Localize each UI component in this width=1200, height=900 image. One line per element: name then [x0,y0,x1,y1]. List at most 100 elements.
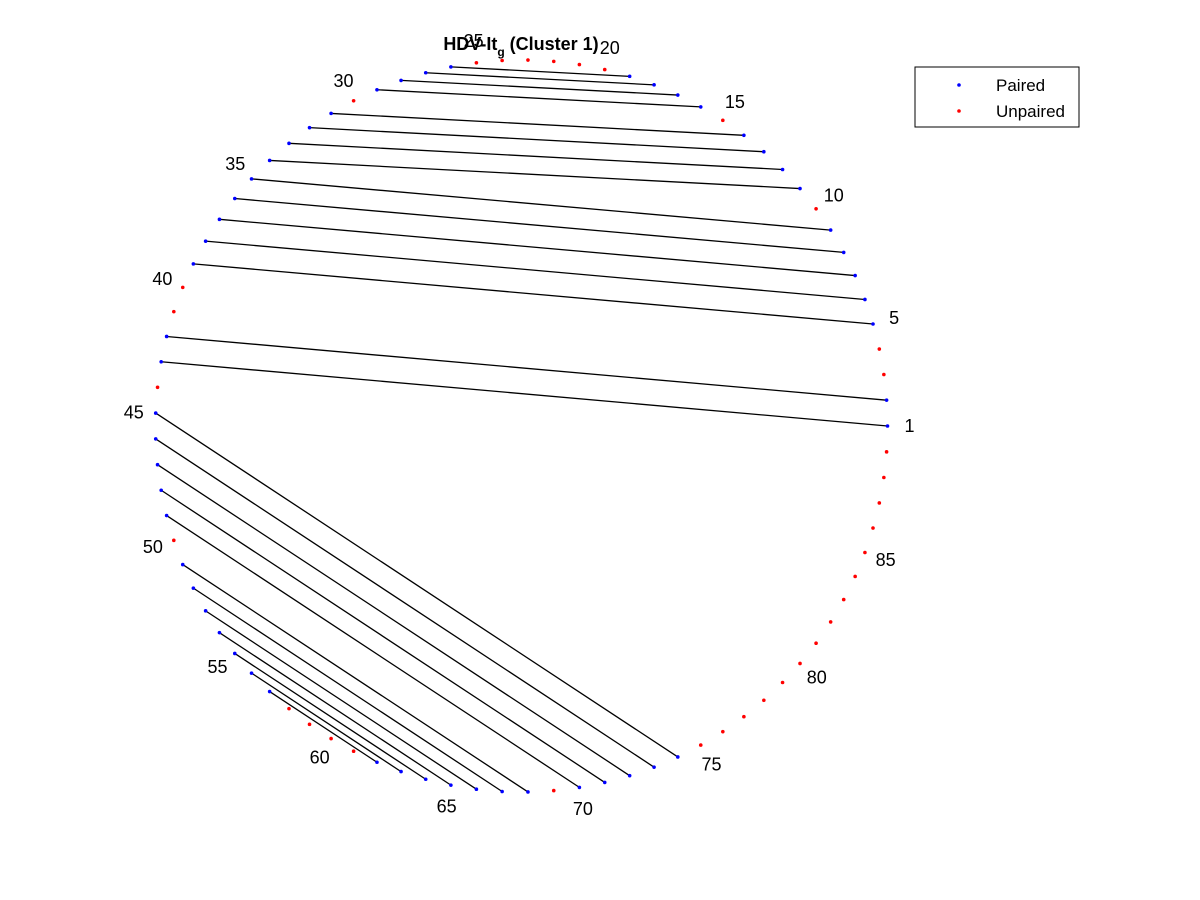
pair-line-5-39 [193,263,874,325]
paired-dot-32 [307,125,312,130]
position-label-60: 60 [310,747,330,767]
pair-line-7-37 [219,218,856,277]
unpaired-dot-77 [742,714,746,719]
pair-line-1-43 [161,361,888,427]
paired-dot-57 [267,689,272,694]
unpaired-dot-20 [602,67,607,72]
legend-dot-unpaired [957,109,961,113]
position-label-15: 15 [725,92,745,112]
unpaired-dot-21 [577,62,582,67]
legend-label-unpaired: Unpaired [996,102,1065,121]
paired-dot-7 [853,273,857,278]
paired-dot-52 [191,586,196,590]
paired-dot-68 [526,790,530,794]
paired-dot-18 [652,83,656,87]
unpaired-dot-58 [287,706,291,711]
paired-dot-49 [164,513,169,518]
position-label-55: 55 [208,657,228,677]
unpaired-dot-40 [180,285,185,290]
paired-dot-62 [375,760,379,765]
position-label-40: 40 [152,269,172,289]
legend-label-paired: Paired [996,76,1045,95]
position-label-65: 65 [437,797,457,817]
unpaired-dot-25 [474,60,479,65]
pair-line-45-74 [155,412,679,758]
position-label-75: 75 [702,754,722,774]
pair-line-2-42 [166,335,887,401]
position-label-30: 30 [334,71,354,91]
paired-dot-1 [885,424,890,428]
unpaired-dot-87 [877,501,882,505]
pair-line-48-71 [160,489,606,783]
pair-line-57-62 [269,691,378,763]
paired-dot-72 [627,773,632,778]
pair-line-19-26 [450,66,630,77]
unpaired-dot-61 [351,749,356,754]
paired-dot-65 [449,783,453,787]
position-label-45: 45 [124,402,144,422]
unpaired-dot-86 [871,526,875,530]
position-label-50: 50 [143,537,163,557]
pair-line-52-67 [193,587,503,793]
paired-dot-14 [742,133,746,138]
paired-dot-16 [698,105,703,109]
unpaired-dot-75 [698,743,703,747]
position-label-25: 25 [464,31,484,51]
unpaired-dot-60 [329,736,333,741]
pair-line-13-32 [309,126,764,153]
paired-dot-28 [399,78,403,83]
paired-dot-46 [153,437,158,441]
paired-dot-51 [180,562,185,567]
unpaired-dot-79 [780,680,785,685]
paired-dot-26 [449,65,453,69]
paired-dot-31 [329,111,333,116]
unpaired-dot-69 [551,788,556,793]
paired-dot-38 [203,239,208,243]
legend-dot-paired [957,83,961,87]
unpaired-dot-81 [814,641,818,646]
unpaired-dot-4 [877,347,882,351]
paired-dot-42 [164,334,169,339]
paired-dot-12 [780,167,785,172]
unpaired-dot-10 [814,206,818,211]
paired-dot-6 [863,297,867,302]
pair-line-54-65 [219,632,452,786]
pair-line-55-64 [234,652,427,780]
paired-dot-56 [249,671,254,675]
paired-dot-8 [841,250,846,255]
pair-line-53-66 [205,610,477,790]
paired-dot-63 [399,769,403,774]
paired-dot-36 [232,196,237,201]
unpaired-dot-83 [841,597,846,602]
pair-line-11-34 [269,159,801,190]
paired-dot-29 [375,87,379,92]
unpaired-dot-59 [307,722,312,727]
paired-dot-37 [217,217,222,222]
unpaired-dot-89 [884,450,889,454]
position-label-20: 20 [600,38,620,58]
legend: Paired Unpaired [914,66,1080,128]
paired-dot-73 [652,765,656,769]
pair-line-17-28 [401,79,678,96]
pair-line-16-29 [376,89,701,108]
paired-dot-33 [287,141,291,146]
unpaired-dot-3 [882,372,886,377]
pair-line-8-36 [234,197,844,254]
unpaired-dot-50 [172,538,176,543]
paired-dot-9 [828,228,833,232]
pair-line-47-72 [157,464,631,777]
unpaired-dot-44 [155,385,160,390]
paired-dot-64 [423,777,428,782]
title-rest: (Cluster 1) [505,34,599,54]
unpaired-dot-24 [500,58,504,63]
position-label-5: 5 [889,308,899,328]
title-main: HDV-It [443,34,497,54]
unpaired-dot-80 [798,661,802,666]
unpaired-dot-78 [762,698,766,703]
position-label-70: 70 [573,799,593,819]
pair-line-46-73 [155,438,655,768]
paired-dot-70 [577,785,582,790]
pair-line-14-31 [331,112,744,136]
paired-dot-71 [602,780,607,785]
